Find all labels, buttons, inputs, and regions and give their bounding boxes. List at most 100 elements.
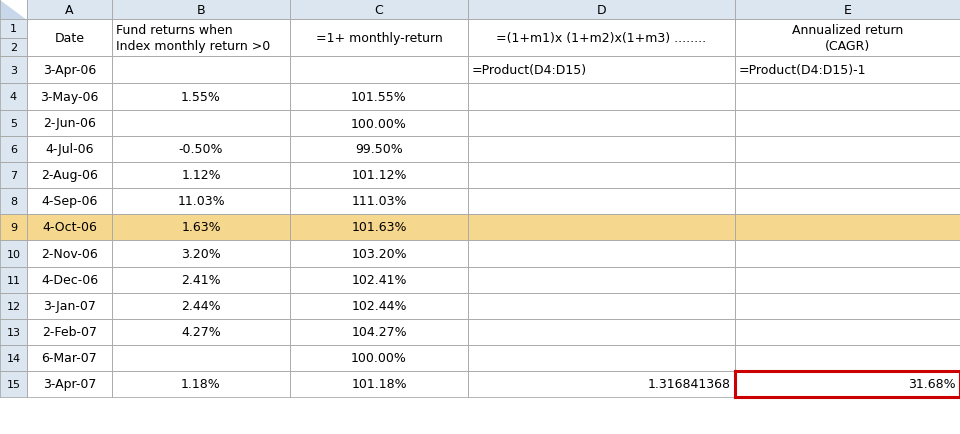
Text: 104.27%: 104.27% — [351, 326, 407, 339]
Text: 2-Nov-06: 2-Nov-06 — [41, 247, 98, 260]
Bar — [290, 267, 468, 293]
Text: 102.41%: 102.41% — [351, 274, 407, 287]
Bar — [112, 137, 290, 163]
Bar — [468, 137, 735, 163]
Bar — [0, 0, 27, 20]
Bar — [290, 293, 468, 319]
Bar — [0, 39, 27, 57]
Text: 111.03%: 111.03% — [351, 195, 407, 208]
Text: 15: 15 — [7, 379, 20, 389]
Text: C: C — [374, 3, 383, 16]
Text: 4-Jul-06: 4-Jul-06 — [45, 143, 94, 156]
Text: 3-May-06: 3-May-06 — [40, 91, 99, 104]
Bar — [27, 293, 112, 319]
Bar — [112, 319, 290, 345]
Bar — [735, 267, 960, 293]
Text: 103.20%: 103.20% — [351, 247, 407, 260]
Text: 4-Sep-06: 4-Sep-06 — [41, 195, 98, 208]
Text: 101.63%: 101.63% — [351, 221, 407, 234]
Bar — [112, 111, 290, 137]
Bar — [468, 371, 735, 397]
Text: 4: 4 — [10, 92, 17, 102]
Text: 1.316841368: 1.316841368 — [648, 378, 731, 391]
Bar — [0, 84, 27, 111]
Text: 1.12%: 1.12% — [181, 169, 221, 182]
Text: 8: 8 — [10, 197, 17, 207]
Bar — [0, 137, 27, 163]
Text: 99.50%: 99.50% — [355, 143, 403, 156]
Bar — [468, 84, 735, 111]
Text: 3-Jan-07: 3-Jan-07 — [43, 300, 96, 313]
Text: 2.44%: 2.44% — [181, 300, 221, 313]
Text: 2.41%: 2.41% — [181, 274, 221, 287]
Text: 11: 11 — [7, 275, 20, 285]
Text: 101.18%: 101.18% — [351, 378, 407, 391]
Text: 31.68%: 31.68% — [908, 378, 956, 391]
Bar — [0, 319, 27, 345]
Bar — [0, 188, 27, 214]
Bar — [468, 214, 735, 240]
Bar — [27, 84, 112, 111]
Bar — [27, 371, 112, 397]
Bar — [112, 163, 290, 188]
Bar — [735, 345, 960, 371]
Bar — [735, 293, 960, 319]
Bar — [735, 240, 960, 267]
Text: 3: 3 — [10, 66, 17, 76]
Text: 3-Apr-07: 3-Apr-07 — [43, 378, 96, 391]
Text: 13: 13 — [7, 327, 20, 337]
Text: 2-Jun-06: 2-Jun-06 — [43, 117, 96, 130]
Bar — [290, 240, 468, 267]
Bar — [468, 0, 735, 20]
Bar — [0, 371, 27, 397]
Text: 3.20%: 3.20% — [181, 247, 221, 260]
Text: Annualized return
(CAGR): Annualized return (CAGR) — [792, 24, 903, 53]
Bar — [468, 111, 735, 137]
Bar — [290, 84, 468, 111]
Bar — [290, 20, 468, 57]
Bar — [27, 214, 112, 240]
Polygon shape — [0, 0, 27, 20]
Bar — [27, 137, 112, 163]
Bar — [112, 293, 290, 319]
Bar — [0, 267, 27, 293]
Text: 12: 12 — [7, 301, 20, 311]
Bar — [0, 214, 27, 240]
Text: Fund returns when
Index monthly return >0: Fund returns when Index monthly return >… — [116, 24, 271, 53]
Bar — [27, 57, 112, 84]
Bar — [735, 0, 960, 20]
Bar — [0, 293, 27, 319]
Bar — [112, 267, 290, 293]
Text: 2-Aug-06: 2-Aug-06 — [41, 169, 98, 182]
Text: E: E — [844, 3, 852, 16]
Bar — [0, 20, 27, 39]
Bar — [27, 111, 112, 137]
Text: 10: 10 — [7, 249, 20, 259]
Text: =(1+m1)x (1+m2)x(1+m3) ........: =(1+m1)x (1+m2)x(1+m3) ........ — [496, 32, 707, 45]
Text: D: D — [597, 3, 607, 16]
Bar — [290, 319, 468, 345]
Bar — [27, 0, 112, 20]
Bar — [27, 267, 112, 293]
Text: 4.27%: 4.27% — [181, 326, 221, 339]
Text: Date: Date — [55, 32, 84, 45]
Bar — [735, 371, 960, 397]
Bar — [27, 163, 112, 188]
Bar — [735, 57, 960, 84]
Text: 4-Dec-06: 4-Dec-06 — [41, 274, 98, 287]
Bar — [290, 188, 468, 214]
Bar — [735, 111, 960, 137]
Text: -0.50%: -0.50% — [179, 143, 224, 156]
Text: 6: 6 — [10, 145, 17, 155]
Bar — [112, 57, 290, 84]
Text: 1.63%: 1.63% — [181, 221, 221, 234]
Bar — [112, 240, 290, 267]
Bar — [735, 214, 960, 240]
Text: 3-Apr-06: 3-Apr-06 — [43, 64, 96, 77]
Bar — [112, 371, 290, 397]
Text: B: B — [197, 3, 205, 16]
Bar — [735, 137, 960, 163]
Text: =Product(D4:D15): =Product(D4:D15) — [472, 64, 588, 77]
Text: 2: 2 — [10, 43, 17, 53]
Text: =Product(D4:D15)-1: =Product(D4:D15)-1 — [739, 64, 867, 77]
